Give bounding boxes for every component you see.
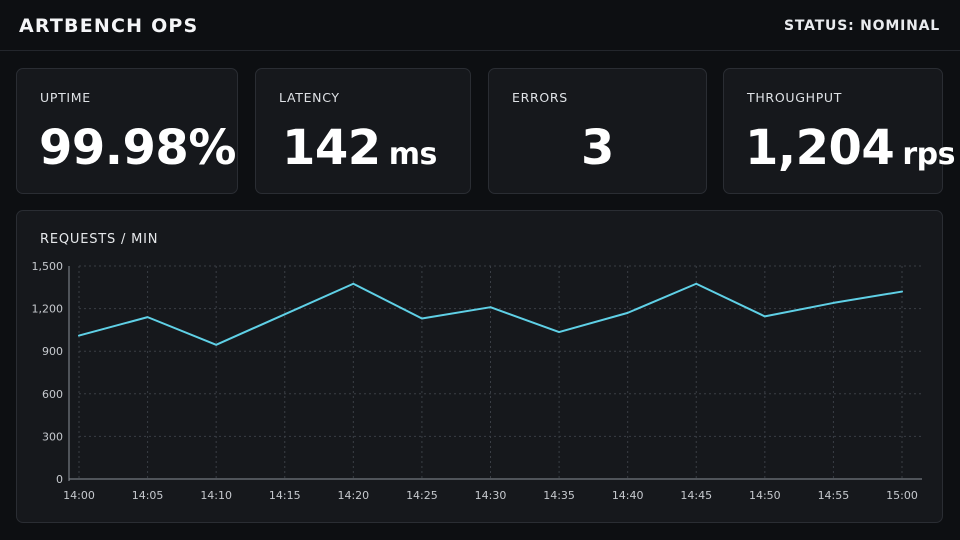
x-tick-label: 14:10 — [200, 489, 232, 502]
latency-value: 142 ms — [282, 119, 437, 184]
y-tick-label: 900 — [42, 345, 63, 358]
throughput-value: 1,204 rps — [745, 119, 955, 184]
x-tick-label: 14:50 — [749, 489, 781, 502]
status-indicator: STATUS: NOMINAL — [784, 18, 940, 34]
uptime-value: 99.98% — [39, 119, 236, 177]
uptime-number: 99.98% — [39, 120, 236, 176]
latency-number: 142 — [282, 120, 381, 176]
x-tick-label: 14:20 — [337, 489, 369, 502]
latency-card: LATENCY 142 ms — [255, 68, 471, 194]
y-tick-label: 1,200 — [32, 303, 64, 316]
x-tick-label: 14:05 — [132, 489, 164, 502]
latency-unit: ms — [388, 137, 438, 172]
requests-chart-panel: REQUESTS / MIN 0 300 600 900 1,200 1,500 14:00… — [16, 210, 943, 523]
throughput-card: THROUGHPUT 1,204 rps — [723, 68, 955, 194]
x-tick-label: 14:55 — [818, 489, 850, 502]
app-title: ARTBENCH OPS — [19, 15, 199, 37]
y-tick-label: 300 — [42, 430, 63, 443]
y-tick-label: 1,500 — [32, 260, 64, 273]
x-tick-label: 14:35 — [543, 489, 575, 502]
x-tick-label: 14:45 — [680, 489, 712, 502]
x-tick-label: 15:00 — [886, 489, 918, 502]
y-tick-label: 600 — [42, 388, 63, 401]
x-tick-label: 14:00 — [63, 489, 95, 502]
throughput-unit: rps — [902, 137, 955, 172]
uptime-label: UPTIME — [40, 90, 91, 105]
y-tick-label: 0 — [56, 473, 63, 486]
uptime-card: UPTIME 99.98% — [16, 68, 238, 194]
requests-series-line — [78, 282, 903, 346]
throughput-label: THROUGHPUT — [747, 90, 843, 105]
x-tick-label: 14:15 — [269, 489, 301, 502]
errors-label: ERRORS — [512, 90, 568, 105]
errors-card: ERRORS 3 — [488, 68, 707, 194]
x-tick-label: 14:30 — [475, 489, 507, 502]
errors-number: 3 — [581, 120, 614, 176]
chart-title: REQUESTS / MIN — [40, 232, 159, 247]
latency-label: LATENCY — [279, 90, 340, 105]
throughput-number: 1,204 — [745, 120, 895, 176]
x-tick-label: 14:25 — [406, 489, 438, 502]
top-bar: ARTBENCH OPS STATUS: NOMINAL — [0, 0, 960, 51]
x-tick-label: 14:40 — [612, 489, 644, 502]
requests-line-chart: 0 300 600 900 1,200 1,500 14:00 14:05 14:10 14:15… — [32, 260, 922, 502]
errors-value: 3 — [489, 119, 706, 177]
